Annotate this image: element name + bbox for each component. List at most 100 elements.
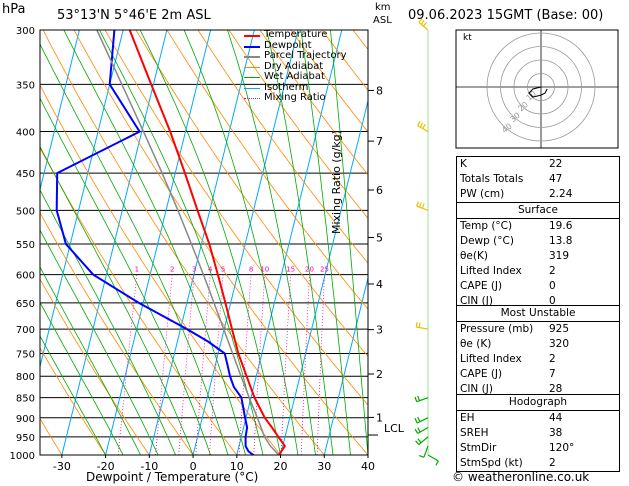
wet-adiabat-line <box>40 266 141 455</box>
km-tick-label: 2 <box>376 368 383 381</box>
table-row: CIN (J) 0 <box>460 295 556 307</box>
wind-barb-flag <box>414 396 418 402</box>
dry-adiabat-line <box>40 278 150 455</box>
wind-barb-flag <box>417 120 421 126</box>
section-title: Most Unstable <box>457 306 619 322</box>
dry-adiabat-line <box>40 147 238 455</box>
x-tick-label: 0 <box>190 460 197 473</box>
dry-adiabat-line <box>197 30 368 264</box>
isotherm-line <box>192 30 299 455</box>
wind-barb <box>416 397 429 403</box>
mixing-ratio-line <box>178 274 195 455</box>
wet-adiabat-line <box>300 30 351 455</box>
section-title: Hodograph <box>457 395 619 411</box>
legend-swatch <box>244 66 260 68</box>
pressure-tick-label: 900 <box>16 414 35 425</box>
mixing-ratio-tick-label: 20 <box>305 266 314 274</box>
dry-adiabat-line <box>42 30 325 455</box>
pressure-unit: hPa <box>2 2 26 17</box>
section-title: Surface <box>457 203 619 219</box>
wind-barb-flag <box>418 322 421 328</box>
table-row: StmDir 120° <box>460 442 575 454</box>
wind-barb-flag <box>417 395 421 401</box>
mixing-ratio-tick-label: 4 <box>208 266 213 274</box>
table-row: K 22 <box>460 158 563 170</box>
mixing-ratio-tick-label: 2 <box>170 266 174 274</box>
legend-item: Dewpoint <box>244 40 347 52</box>
wind-barb-flag <box>422 123 426 129</box>
pressure-tick-label: 1000 <box>10 451 35 462</box>
table-row: PW (cm) 2.24 <box>460 188 573 200</box>
mixing-ratio-line <box>316 274 325 455</box>
x-tick-label: -20 <box>97 460 115 473</box>
legend-swatch <box>244 77 260 78</box>
wind-barb <box>418 21 429 31</box>
dry-adiabat-line <box>40 84 281 455</box>
wind-barb-flag <box>435 460 439 466</box>
legend-swatch <box>244 87 260 89</box>
wet-adiabat-line <box>40 335 106 455</box>
x-axis-label: Dewpoint / Temperature (°C) <box>86 470 259 484</box>
x-tick-label: 20 <box>274 460 288 473</box>
wet-adiabat-line <box>183 30 299 455</box>
legend-swatch <box>244 98 260 99</box>
wind-barb <box>427 454 439 462</box>
dry-adiabat-line <box>228 30 368 219</box>
wet-adiabat-line <box>40 229 159 455</box>
legend-item: Temperature <box>244 29 347 41</box>
pressure-tick-label: 500 <box>16 206 35 217</box>
table-row: CIN (J) 28 <box>460 383 563 395</box>
legend-swatch <box>244 56 260 58</box>
pressure-tick-label: 700 <box>16 325 35 336</box>
pressure-tick-label: 450 <box>16 169 35 180</box>
km-unit: km <box>375 2 391 13</box>
dry-adiabat-line <box>259 30 368 176</box>
dry-adiabat-line <box>166 30 368 310</box>
km-tick-label: 6 <box>376 184 383 197</box>
station-location: 53°13'N 5°46'E 2m ASL <box>57 8 211 23</box>
x-tick-label: 10 <box>230 460 244 473</box>
asl-unit: ASL <box>373 15 392 26</box>
wind-barb <box>423 445 429 458</box>
wind-barb-flag <box>420 20 425 25</box>
legend-item: Parcel Trajectory <box>244 50 347 62</box>
mixing-ratio-tick-label: 10 <box>260 266 269 274</box>
km-tick-label: 1 <box>376 411 383 424</box>
table-row: Lifted Index 2 <box>460 265 556 277</box>
mixing-ratio-line <box>238 274 252 455</box>
km-tick-label: 5 <box>376 231 383 244</box>
mixing-ratio-line <box>253 274 266 455</box>
lcl-label: LCL <box>384 422 404 435</box>
isotherm-line <box>40 30 80 192</box>
wet-adiabat-line <box>139 30 281 455</box>
wet-adiabat-line <box>99 30 264 455</box>
wind-barb-flag <box>417 438 422 444</box>
km-tick-label: 7 <box>376 135 383 148</box>
wind-barb-flag <box>414 418 418 424</box>
wind-barb-flag <box>418 18 423 23</box>
mixing-ratio-tick-label: 3 <box>192 266 196 274</box>
isotherm-line <box>236 30 343 455</box>
wet-adiabat-line <box>330 30 368 455</box>
mixing-ratio-line <box>280 274 291 455</box>
isotherm-line <box>61 30 168 455</box>
wind-barb-flag <box>417 427 421 433</box>
isotherm-line <box>148 30 255 455</box>
wind-barb-flag <box>421 203 425 209</box>
wind-barb-flag <box>418 455 425 458</box>
km-tick-label: 8 <box>376 84 383 97</box>
wet-adiabat-line <box>227 30 316 455</box>
km-tick-label: 3 <box>376 324 383 337</box>
mixing-ratio-tick-label: 5 <box>221 266 225 274</box>
pressure-tick-label: 400 <box>16 128 35 139</box>
table-row: Temp (°C) 19.6 <box>460 220 573 232</box>
legend-item: Mixing Ratio <box>244 92 347 104</box>
isotherm-line <box>323 275 368 455</box>
wind-barb-flag <box>417 416 421 422</box>
hodograph-ring <box>513 59 569 115</box>
hodograph-ring <box>527 73 555 101</box>
mixing-ratio-line <box>208 274 224 455</box>
wind-barb <box>418 436 429 446</box>
x-tick-label: -30 <box>53 460 71 473</box>
wind-barb-flag <box>422 21 428 27</box>
